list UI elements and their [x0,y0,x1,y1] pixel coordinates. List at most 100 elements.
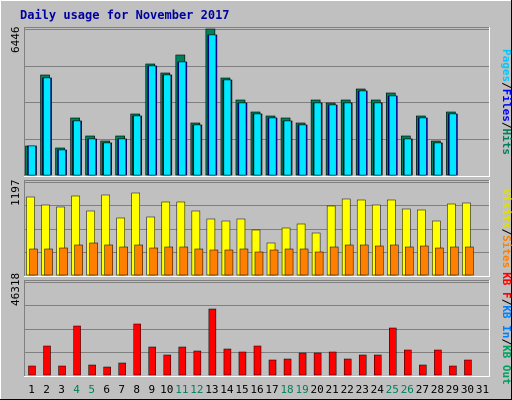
bar-sites-day-24 [374,245,384,276]
legend-entry-pages: Pages [500,49,512,82]
bar-pages-day-11 [178,61,187,176]
bars-bottom [28,308,472,376]
bar-kb-f-day-6 [103,366,111,376]
bar-pages-day-21 [328,104,337,176]
bar-sites-day-18 [284,248,294,276]
bar-kb-f-day-2 [43,345,51,376]
bar-sites-day-6 [104,244,113,276]
bar-kb-f-day-20 [313,352,322,376]
bar-pages-day-17 [268,117,277,176]
bar-pages-day-19 [298,124,307,176]
bar-pages-day-5 [88,138,96,176]
x-tick-label-day-2: 2 [43,383,50,396]
max-label-middle: 1197 [9,180,22,207]
x-tick-label-day-21: 21 [326,383,339,396]
legend-entry-kb-in: KB In [500,305,512,338]
chart-title: Daily usage for November 2017 [20,8,230,22]
panel-bottom: 46318 KB F/KB In/KB Out [9,272,512,385]
bar-sites-day-26 [405,246,414,276]
bar-sites-day-17 [269,249,279,276]
legend-separator: / [500,299,512,306]
bar-sites-day-1 [29,248,38,276]
bar-pages-day-12 [193,124,202,176]
x-tick-label-day-29: 29 [446,383,459,396]
bar-sites-day-3 [59,247,68,276]
bar-pages-day-8 [133,115,141,176]
bar-kb-f-day-8 [133,323,141,376]
x-tick-label-day-18: 18 [280,383,293,396]
bar-sites-day-9 [149,247,159,276]
x-tick-label-day-30: 30 [461,383,474,396]
bar-pages-day-14 [223,79,232,176]
bar-sites-day-11 [179,246,189,276]
bar-kb-f-day-12 [193,350,202,376]
bar-kb-f-day-21 [328,351,337,376]
legend-entry-hits: Hits [500,129,512,156]
bar-sites-day-16 [254,251,264,276]
bar-kb-f-day-18 [283,358,292,376]
x-tick-label-day-17: 17 [265,383,278,396]
bar-pages-day-3 [58,149,66,176]
x-tick-label-day-16: 16 [250,383,263,396]
x-tick-label-day-23: 23 [356,383,369,396]
bar-sites-day-10 [164,246,174,276]
x-tick-label-day-19: 19 [295,383,308,396]
x-tick-label-day-24: 24 [371,383,385,396]
bar-sites-day-4 [74,244,83,276]
bar-sites-day-29 [450,246,459,276]
bar-sites-day-8 [134,244,143,276]
legend-top: Pages/Files/Hits [500,49,512,155]
legend-entry-sites: Sites [500,235,512,268]
bar-pages-day-28 [434,142,442,176]
bars-middle [26,192,474,276]
bar-sites-day-15 [239,248,249,276]
legend-bottom: KB F/KB In/KB Out [500,272,512,385]
bar-kb-f-day-11 [178,346,187,376]
bar-pages-day-23 [359,90,367,176]
bar-kb-f-day-7 [118,362,126,376]
x-tick-label-day-9: 9 [148,383,155,396]
legend-separator: / [500,122,512,129]
x-tick-label-day-11: 11 [175,383,188,396]
bar-pages-day-9 [148,65,156,176]
bar-pages-day-26 [404,138,412,176]
bar-kb-f-day-16 [253,345,262,376]
bar-sites-day-14 [224,249,234,276]
x-tick-label-day-7: 7 [118,383,125,396]
panel-middle: 1197 Visits/Sites [9,180,512,277]
legend-entry-files: Files [500,89,512,122]
bar-sites-day-25 [390,244,399,276]
bar-pages-day-22 [343,102,352,176]
x-tick-label-day-6: 6 [103,383,110,396]
bar-sites-day-21 [329,246,339,276]
x-tick-label-day-5: 5 [88,383,95,396]
x-tick-label-day-4: 4 [73,383,80,396]
bar-pages-day-29 [449,113,457,176]
bar-pages-day-25 [389,95,397,176]
x-tick-label-day-14: 14 [220,383,234,396]
bar-pages-day-1 [28,145,36,176]
max-label-top: 6446 [9,27,22,54]
bar-kb-f-day-30 [464,359,472,376]
bar-kb-f-day-25 [389,327,397,376]
legend-separator: / [500,229,512,236]
bar-pages-day-6 [103,142,111,176]
x-axis-tick-labels: 1 2 3 4 5 6 7 8 9 10 11 12 13 14 15 16 17 18 19 20 21 22 23 24 2… [28,383,489,396]
bar-pages-day-20 [313,102,322,176]
x-tick-label-day-8: 8 [133,383,140,396]
bar-sites-day-19 [299,248,309,276]
bar-kb-f-day-28 [434,349,442,376]
x-tick-label-day-10: 10 [160,383,173,396]
bar-sites-day-13 [209,249,219,276]
max-label-bottom: 46318 [9,273,22,306]
bar-sites-day-28 [435,247,444,276]
bar-sites-day-27 [420,245,429,276]
bar-sites-day-20 [314,251,324,276]
bar-kb-f-day-5 [88,364,96,376]
x-tick-label-day-27: 27 [416,383,429,396]
bar-kb-f-day-19 [298,352,307,376]
bar-sites-day-5 [89,242,98,276]
